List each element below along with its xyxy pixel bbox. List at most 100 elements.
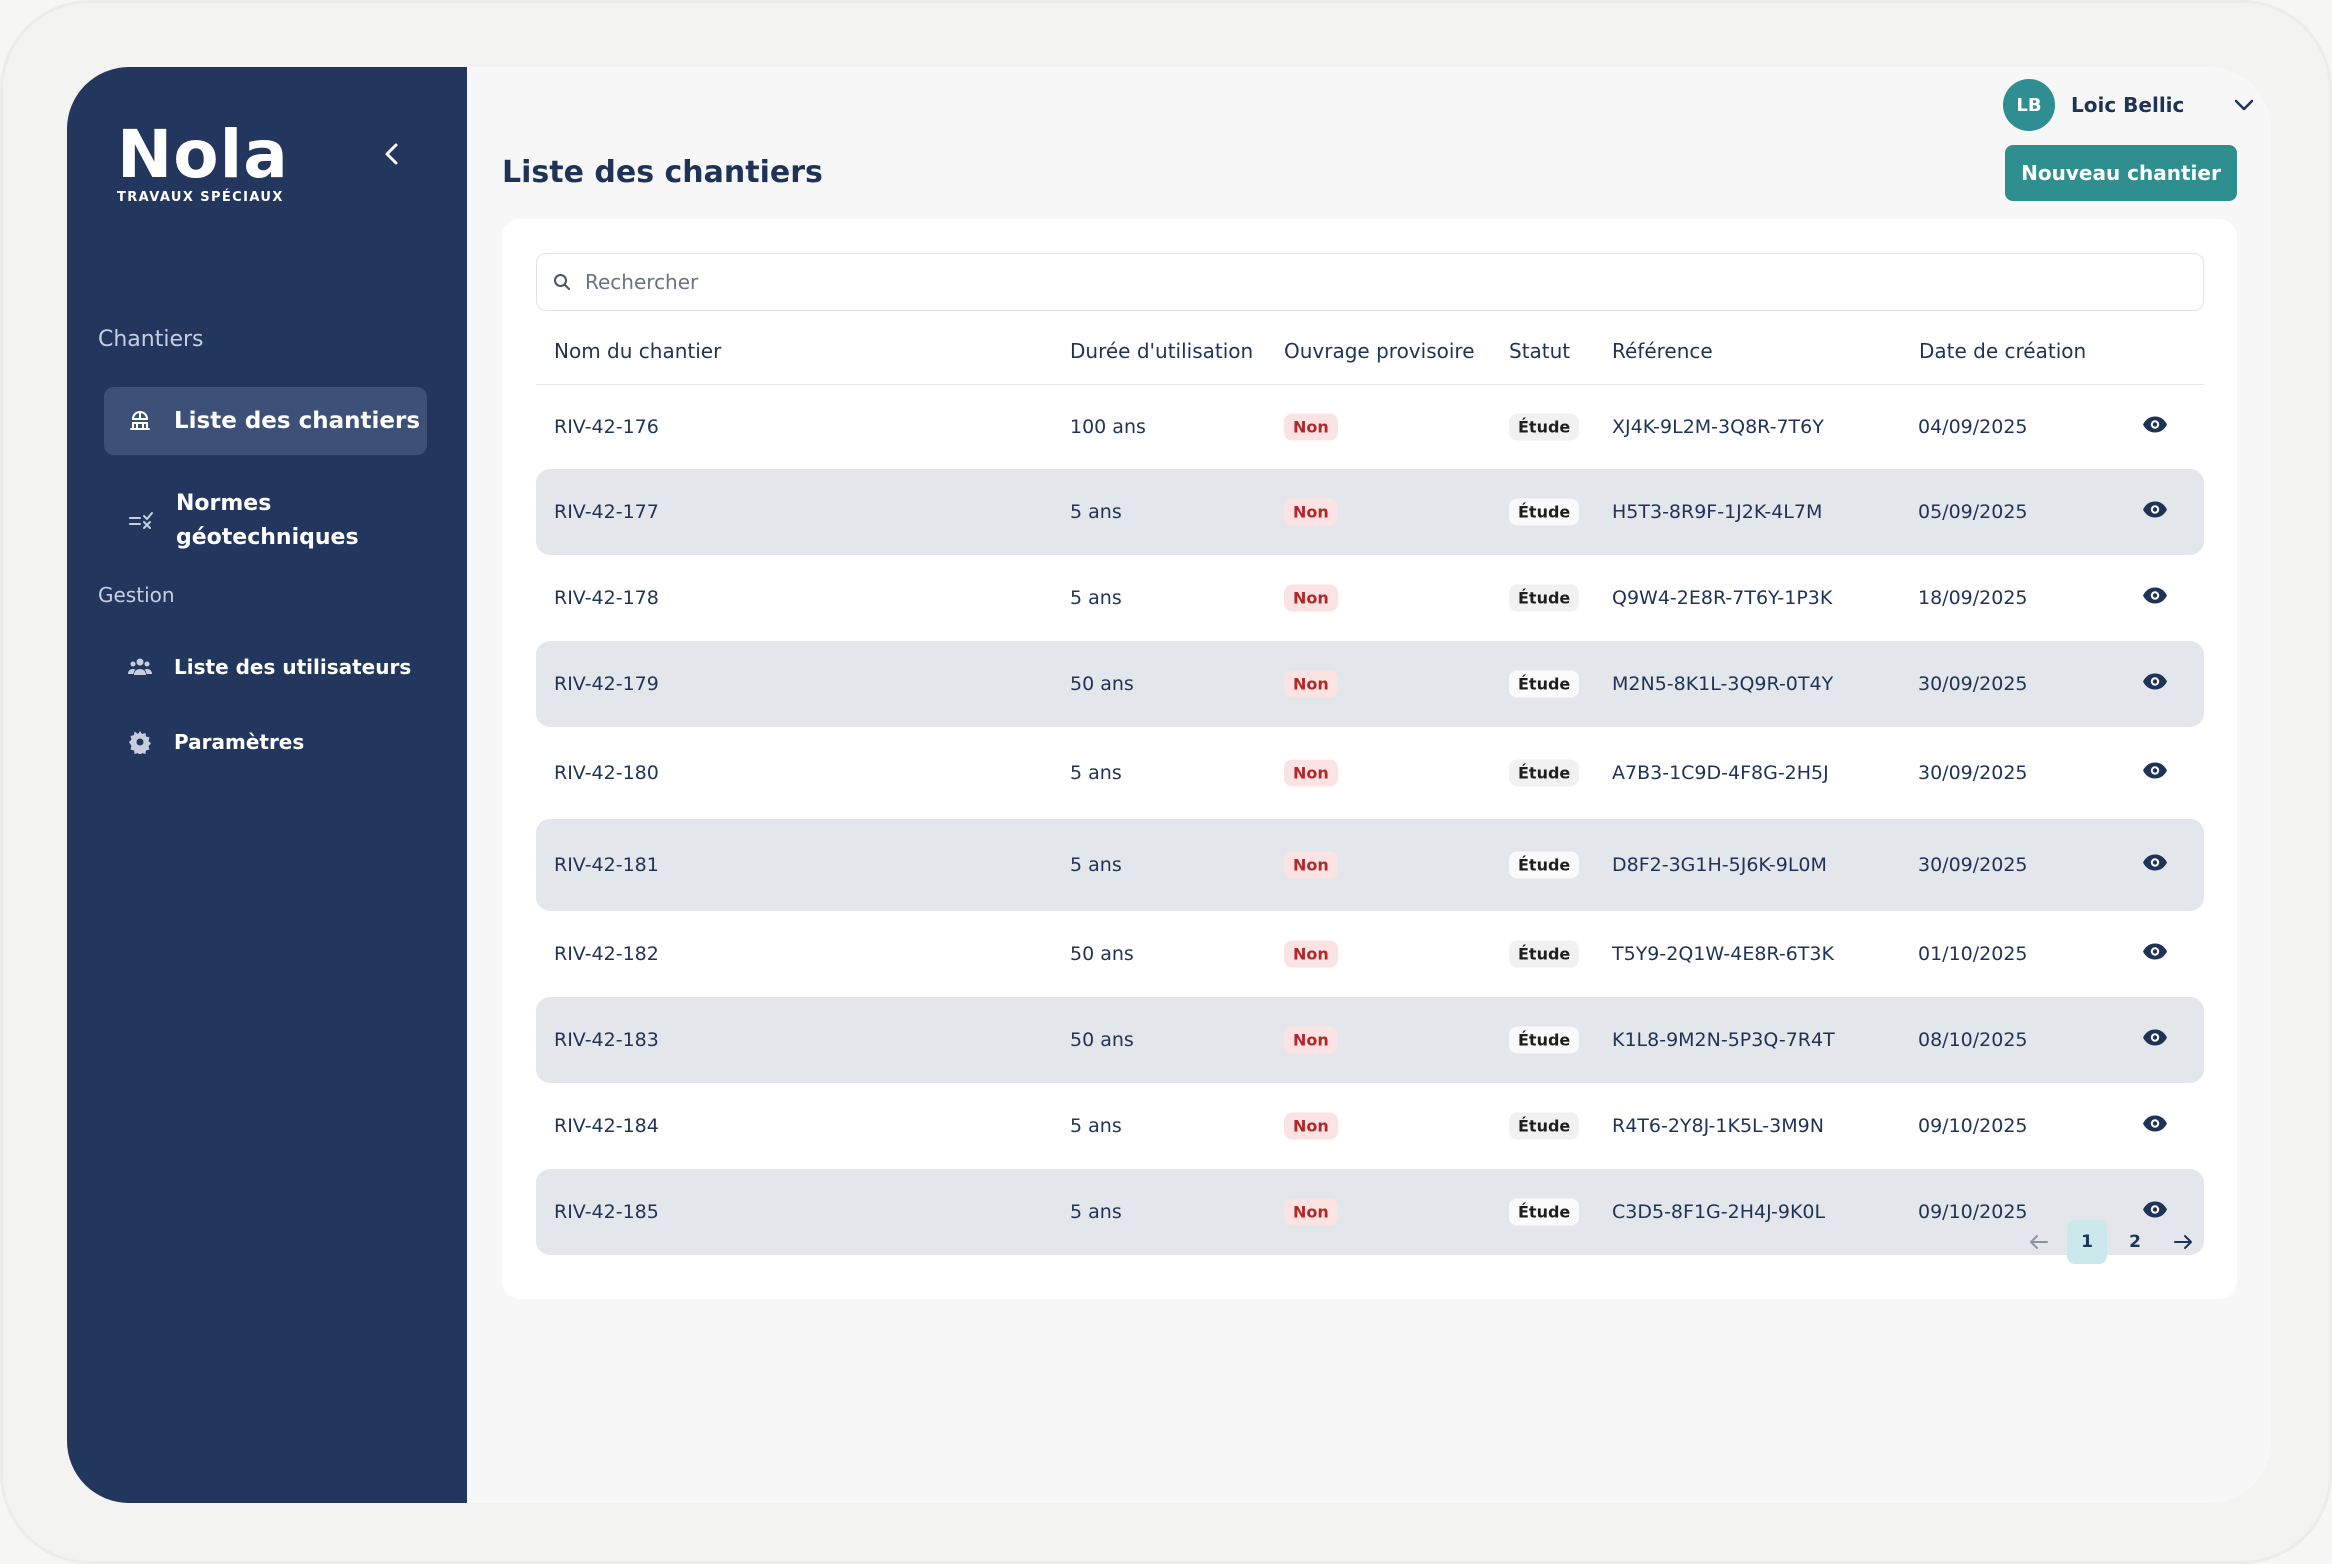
cell-date: 30/09/2025 xyxy=(1918,854,2028,876)
table-row[interactable]: RIV-42-182 50 ans Non Étude T5Y9-2Q1W-4E8R-6… xyxy=(536,911,2204,997)
status-badge: Étude xyxy=(1509,1026,1580,1054)
sidebar-item-label: Paramètres xyxy=(174,730,305,754)
gear-icon xyxy=(129,731,151,754)
cell-reference: C3D5-8F1G-2H4J-9K0L xyxy=(1612,1201,1826,1223)
cell-name: RIV-42-178 xyxy=(554,587,659,609)
view-button[interactable] xyxy=(2142,1201,2168,1224)
column-header-duree[interactable]: Durée d'utilisation xyxy=(1070,339,1254,363)
search-icon xyxy=(554,274,570,290)
view-button[interactable] xyxy=(2142,854,2168,877)
view-button[interactable] xyxy=(2142,1115,2168,1138)
cell-name: RIV-42-176 xyxy=(554,416,659,438)
cell-reference: D8F2-3G1H-5J6K-9L0M xyxy=(1612,854,1827,876)
cell-reference: M2N5-8K1L-3Q9R-0T4Y xyxy=(1612,673,1834,695)
cell-name: RIV-42-179 xyxy=(554,673,659,695)
table-row[interactable]: RIV-42-176 100 ans Non Étude XJ4K-9L2M-3Q8R-… xyxy=(536,385,2204,469)
user-menu[interactable]: LB Loic Bellic xyxy=(2003,79,2258,131)
chantiers-card: Nom du chantier Durée d'utilisation Ouvr… xyxy=(502,219,2237,1299)
table-header: Nom du chantier Durée d'utilisation Ouvr… xyxy=(536,319,2204,385)
cell-date: 01/10/2025 xyxy=(1918,943,2028,965)
cell-date: 18/09/2025 xyxy=(1918,587,2028,609)
cell-reference: T5Y9-2Q1W-4E8R-6T3K xyxy=(1612,943,1834,965)
brand-logo[interactable]: Nola TRAVAUX SPÉCIAUX xyxy=(117,116,289,206)
cell-reference: H5T3-8R9F-1J2K-4L7M xyxy=(1612,501,1823,523)
view-button[interactable] xyxy=(2142,943,2168,966)
table-row[interactable]: RIV-42-179 50 ans Non Étude M2N5-8K1L-3Q9R-0… xyxy=(536,641,2204,727)
cell-name: RIV-42-177 xyxy=(554,501,659,523)
section-label-chantiers: Chantiers xyxy=(98,327,204,352)
column-header-reference[interactable]: Référence xyxy=(1612,339,1713,363)
avatar: LB xyxy=(2003,79,2055,131)
column-header-ouvrage[interactable]: Ouvrage provisoire xyxy=(1284,339,1475,363)
prev-page-button[interactable] xyxy=(2019,1220,2059,1264)
new-chantier-button[interactable]: Nouveau chantier xyxy=(2005,145,2237,201)
cell-duration: 50 ans xyxy=(1070,1029,1134,1051)
cell-reference: A7B3-1C9D-4F8G-2H5J xyxy=(1612,762,1829,784)
page-title: Liste des chantiers xyxy=(502,155,823,190)
cell-name: RIV-42-184 xyxy=(554,1115,659,1137)
cell-reference: R4T6-2Y8J-1K5L-3M9N xyxy=(1612,1115,1824,1137)
sidebar-item-label: Normes géotechniques xyxy=(176,491,359,550)
cell-duration: 5 ans xyxy=(1070,1201,1122,1223)
status-badge: Étude xyxy=(1509,498,1580,526)
eye-icon xyxy=(2143,673,2167,690)
provisional-badge: Non xyxy=(1284,1112,1338,1140)
view-button[interactable] xyxy=(2142,501,2168,524)
column-header-date[interactable]: Date de création xyxy=(1919,339,2087,363)
arrow-left-icon xyxy=(2030,1235,2048,1249)
section-label-gestion: Gestion xyxy=(98,583,175,607)
status-badge: Étude xyxy=(1509,584,1580,612)
next-page-button[interactable] xyxy=(2163,1220,2203,1264)
status-badge: Étude xyxy=(1509,1198,1580,1226)
checklist-icon xyxy=(129,512,153,529)
column-header-statut[interactable]: Statut xyxy=(1509,339,1571,363)
page-button-1[interactable]: 1 xyxy=(2067,1220,2107,1264)
eye-icon xyxy=(2143,1201,2167,1218)
table-row[interactable]: RIV-42-183 50 ans Non Étude K1L8-9M2N-5P3Q-7… xyxy=(536,997,2204,1083)
sidebar-item-label: Liste des utilisateurs xyxy=(174,655,412,679)
table-row[interactable]: RIV-42-180 5 ans Non Étude A7B3-1C9D-4F8G-2H… xyxy=(536,727,2204,819)
table-row[interactable]: RIV-42-178 5 ans Non Étude Q9W4-2E8R-7T6Y-1P… xyxy=(536,555,2204,641)
cell-duration: 50 ans xyxy=(1070,943,1134,965)
view-button[interactable] xyxy=(2142,587,2168,610)
provisional-badge: Non xyxy=(1284,759,1338,787)
sidebar-item-normes[interactable]: Normes géotechniques xyxy=(104,471,427,571)
view-button[interactable] xyxy=(2142,673,2168,696)
cell-date: 30/09/2025 xyxy=(1918,762,2028,784)
table-row[interactable]: RIV-42-177 5 ans Non Étude H5T3-8R9F-1J2K-4L… xyxy=(536,469,2204,555)
cell-duration: 100 ans xyxy=(1070,416,1146,438)
sidebar-item-utilisateurs[interactable]: Liste des utilisateurs xyxy=(104,642,427,692)
users-icon xyxy=(128,658,152,675)
cell-name: RIV-42-183 xyxy=(554,1029,659,1051)
user-name: Loic Bellic xyxy=(2071,93,2185,117)
sidebar-item-liste-chantiers[interactable]: Liste des chantiers xyxy=(104,387,427,455)
cell-duration: 5 ans xyxy=(1070,501,1122,523)
view-button[interactable] xyxy=(2142,1029,2168,1052)
view-button[interactable] xyxy=(2142,762,2168,785)
provisional-badge: Non xyxy=(1284,1026,1338,1054)
eye-icon xyxy=(2143,762,2167,779)
table-row[interactable]: RIV-42-181 5 ans Non Étude D8F2-3G1H-5J6K-9L… xyxy=(536,819,2204,911)
status-badge: Étude xyxy=(1509,851,1580,879)
sidebar-item-parametres[interactable]: Paramètres xyxy=(104,717,427,767)
chantiers-table: Nom du chantier Durée d'utilisation Ouvr… xyxy=(536,319,2204,1255)
column-header-nom[interactable]: Nom du chantier xyxy=(554,339,722,363)
eye-icon xyxy=(2143,501,2167,518)
eye-icon xyxy=(2143,416,2167,433)
cell-date: 30/09/2025 xyxy=(1918,673,2028,695)
page-button-2[interactable]: 2 xyxy=(2129,1232,2141,1252)
search-box[interactable] xyxy=(536,253,2204,311)
view-button[interactable] xyxy=(2142,416,2168,439)
cell-date: 08/10/2025 xyxy=(1918,1029,2028,1051)
table-row[interactable]: RIV-42-185 5 ans Non Étude C3D5-8F1G-2H4J-9K… xyxy=(536,1169,2204,1255)
table-row[interactable]: RIV-42-184 5 ans Non Étude R4T6-2Y8J-1K5L-3M… xyxy=(536,1083,2204,1169)
chevron-down-icon xyxy=(2235,99,2254,111)
status-badge: Étude xyxy=(1509,940,1580,968)
provisional-badge: Non xyxy=(1284,413,1338,441)
eye-icon xyxy=(2143,1115,2167,1132)
collapse-sidebar-button[interactable] xyxy=(367,129,417,179)
brand-name: Nola xyxy=(117,116,289,193)
search-input[interactable] xyxy=(585,270,2203,294)
construction-icon xyxy=(130,410,150,430)
